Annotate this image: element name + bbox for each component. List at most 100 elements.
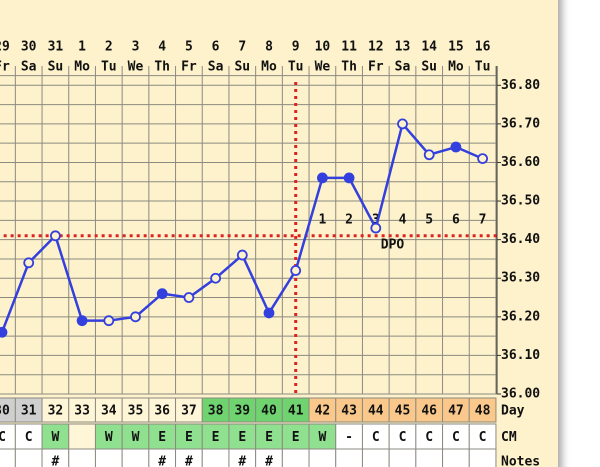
cell-text: C <box>399 430 407 445</box>
date-label: 8 <box>265 40 273 55</box>
weekday-label: Mo <box>261 60 277 75</box>
date-label: 12 <box>368 40 384 55</box>
row-label: Day <box>501 404 525 419</box>
cell-text: W <box>105 430 113 445</box>
cell-text: 47 <box>448 404 464 419</box>
y-tick-label: 36.30 <box>501 271 540 286</box>
cell <box>361 423 390 450</box>
cell <box>228 397 257 423</box>
y-tick-label: 36.50 <box>501 194 540 209</box>
date-label: 2 <box>105 40 113 55</box>
cell <box>14 448 43 467</box>
cell <box>335 397 363 423</box>
y-tick-label: 36.80 <box>501 78 540 93</box>
dpo-label: 6 <box>452 213 460 228</box>
cell <box>121 448 150 467</box>
weekday-label: Sa <box>395 60 411 75</box>
temperature-point <box>450 141 462 153</box>
cell <box>68 423 96 450</box>
cell <box>335 448 363 467</box>
cell-text: 41 <box>288 404 304 419</box>
cell-text: E <box>292 430 300 445</box>
date-label: 10 <box>315 40 331 55</box>
cell <box>94 397 123 423</box>
cell <box>281 423 310 450</box>
dpo-label: 4 <box>399 213 407 228</box>
date-label: 6 <box>212 40 220 55</box>
cell <box>14 397 43 423</box>
temperature-point <box>370 222 382 234</box>
date-label: 1 <box>78 40 86 55</box>
cell <box>308 397 337 423</box>
weekday-label: Mo <box>74 60 90 75</box>
dpo-label: 2 <box>345 213 353 228</box>
cell <box>228 423 257 450</box>
cell-text: 48 <box>475 404 491 419</box>
cell <box>68 448 96 467</box>
cell-text: 44 <box>368 404 384 419</box>
date-label: 30 <box>21 40 37 55</box>
temperature-point <box>156 288 168 300</box>
weekday-label: Tu <box>288 60 304 75</box>
cell-text: 43 <box>341 404 357 419</box>
date-label: 7 <box>238 40 246 55</box>
temperature-point <box>50 230 61 242</box>
weekday-label: Fr <box>368 60 384 75</box>
cell-text: 36 <box>154 404 170 419</box>
temperature-point <box>103 315 115 327</box>
cell-text: 46 <box>421 404 437 419</box>
cell-text: - <box>345 430 353 445</box>
cell-text: 30 <box>0 404 10 419</box>
temperature-point <box>263 307 275 319</box>
date-label: 5 <box>185 40 193 55</box>
cell-text: 33 <box>74 404 90 419</box>
weekday-label: Fr <box>0 60 10 75</box>
cell-text: C <box>452 430 460 445</box>
cell-text: E <box>212 430 220 445</box>
temperature-point <box>423 149 435 161</box>
temperature-point <box>316 172 328 184</box>
cell <box>41 397 70 423</box>
cell <box>255 423 283 450</box>
cell-text: W <box>318 430 326 445</box>
temperature-point <box>130 311 141 323</box>
date-label: 15 <box>448 40 464 55</box>
row-label: Notes <box>501 455 540 467</box>
cell-text: C <box>479 430 487 445</box>
cell-text: 38 <box>208 404 224 419</box>
cell <box>68 397 96 423</box>
cell <box>148 397 177 423</box>
weekday-label: Sa <box>21 60 37 75</box>
weekday-label: Th <box>154 60 170 75</box>
cell-text: 39 <box>234 404 250 419</box>
cell-text: 31 <box>21 404 37 419</box>
y-tick-label: 36.00 <box>501 387 540 402</box>
temperature-point <box>210 272 222 284</box>
weekday-label: Su <box>421 60 437 75</box>
cell <box>281 448 310 467</box>
cell <box>415 423 444 450</box>
weekday-label: Tu <box>101 60 117 75</box>
dpo-label: 5 <box>425 213 433 228</box>
date-label: 16 <box>475 40 491 55</box>
date-label: 4 <box>158 40 166 55</box>
date-label: 3 <box>132 40 140 55</box>
date-label: 9 <box>292 40 300 55</box>
dpo-title: DPO <box>381 238 405 253</box>
date-label: 31 <box>48 40 64 55</box>
cell <box>361 397 390 423</box>
cell <box>442 397 470 423</box>
cell <box>94 448 123 467</box>
cell <box>0 448 16 467</box>
weekday-label: Su <box>234 60 250 75</box>
temperature-point <box>236 249 248 261</box>
cell-text: E <box>185 430 193 445</box>
cell <box>308 448 337 467</box>
dpo-label: 7 <box>479 213 487 228</box>
cell-text: # <box>158 455 166 467</box>
weekday-label: Su <box>48 60 64 75</box>
cell-text: E <box>238 430 246 445</box>
cell-text: W <box>51 430 59 445</box>
cell <box>201 448 230 467</box>
